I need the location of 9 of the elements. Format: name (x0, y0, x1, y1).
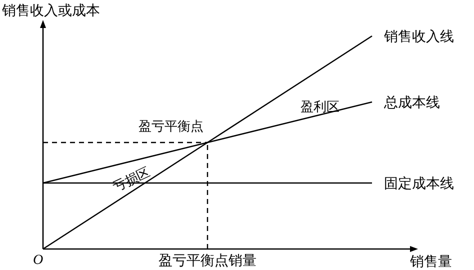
x-axis-title: 销售量 (409, 254, 452, 270)
series-label: 总成本线 (383, 95, 440, 112)
series-label: 销售收入线 (383, 29, 454, 45)
text: 盈亏平衡点销量 (158, 253, 256, 269)
y-axis-title: 销售收入或成本 (1, 3, 100, 19)
series-label: 固定成本线 (384, 176, 454, 192)
annotation: 盈利区 (300, 100, 340, 115)
text: O (32, 253, 44, 268)
annotation: 盈亏平衡点 (138, 120, 204, 134)
